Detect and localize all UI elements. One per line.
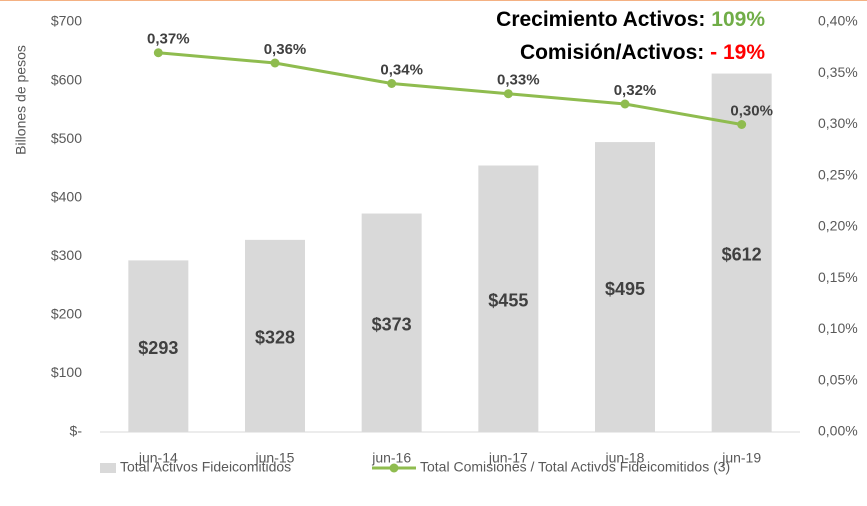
bar-label: $293 <box>138 338 178 358</box>
annotation: Comisión/Activos: - 19% <box>520 41 765 64</box>
x-tick-label: jun-18 <box>605 450 645 466</box>
bar-label: $455 <box>488 291 528 311</box>
bar-label: $612 <box>722 245 762 265</box>
bar <box>361 213 422 432</box>
line-label: 0,34% <box>380 61 423 78</box>
line-label: 0,33% <box>497 72 540 89</box>
line-point <box>153 48 163 58</box>
y-tick-label: $200 <box>51 306 82 322</box>
y-tick-label: $- <box>70 423 83 439</box>
y-tick-label: $600 <box>51 71 82 87</box>
line-point <box>270 58 280 68</box>
y-tick-label: $500 <box>51 130 82 146</box>
y2-tick-label: 0,35% <box>818 64 858 80</box>
y2-tick-label: 0,00% <box>818 423 858 439</box>
bar <box>595 142 655 433</box>
y-axis-label: Billones de pesos <box>13 45 29 155</box>
x-tick-label: jun-19 <box>721 450 761 466</box>
bar <box>128 260 189 432</box>
bar-label: $373 <box>372 315 412 335</box>
annotation-text: Comisión/Activos: <box>520 41 704 64</box>
y-tick-label: $300 <box>51 247 82 263</box>
x-tick-label: jun-17 <box>488 450 528 466</box>
bar-label: $495 <box>605 279 645 299</box>
line-point <box>620 99 630 109</box>
line <box>158 51 742 126</box>
line-point <box>387 79 397 88</box>
x-tick-label: jun-16 <box>371 450 411 466</box>
annotation: Crecimiento Activos: 109% <box>496 8 765 31</box>
bar <box>245 239 305 432</box>
legend-swatch <box>389 463 399 473</box>
annotation-value: - 19% <box>710 41 765 64</box>
y2-tick-label: 0,20% <box>818 218 858 234</box>
annotation-text: Crecimiento Activos: <box>496 8 705 31</box>
y-tick-label: $700 <box>51 13 82 29</box>
y2-tick-label: 0,30% <box>818 115 858 131</box>
x-tick-label: jun-15 <box>255 450 295 466</box>
legend-swatch <box>100 463 116 473</box>
bar <box>711 73 772 433</box>
x-tick-label: jun-14 <box>138 450 178 466</box>
annotation-value: 109% <box>711 8 765 31</box>
legend-label: Total Activos Fideicomitidos <box>120 459 291 475</box>
bar-label: $328 <box>255 328 295 348</box>
y2-tick-label: 0,10% <box>818 320 858 336</box>
y2-tick-label: 0,05% <box>818 371 858 387</box>
line-label: 0,32% <box>614 82 657 99</box>
line-label: 0,37% <box>147 31 190 48</box>
line-label: 0,30% <box>730 102 773 119</box>
line-label: 0,36% <box>264 41 307 58</box>
line-point <box>737 120 747 129</box>
legend-label: Total Comisiones / Total Activos Fideico… <box>420 459 730 475</box>
y2-tick-label: 0,40% <box>818 13 858 29</box>
y2-tick-label: 0,15% <box>818 269 858 285</box>
y-tick-label: $100 <box>51 364 82 380</box>
line-point <box>503 89 513 99</box>
y2-tick-label: 0,25% <box>818 166 858 182</box>
bar <box>478 165 539 432</box>
y-tick-label: $400 <box>51 188 82 204</box>
